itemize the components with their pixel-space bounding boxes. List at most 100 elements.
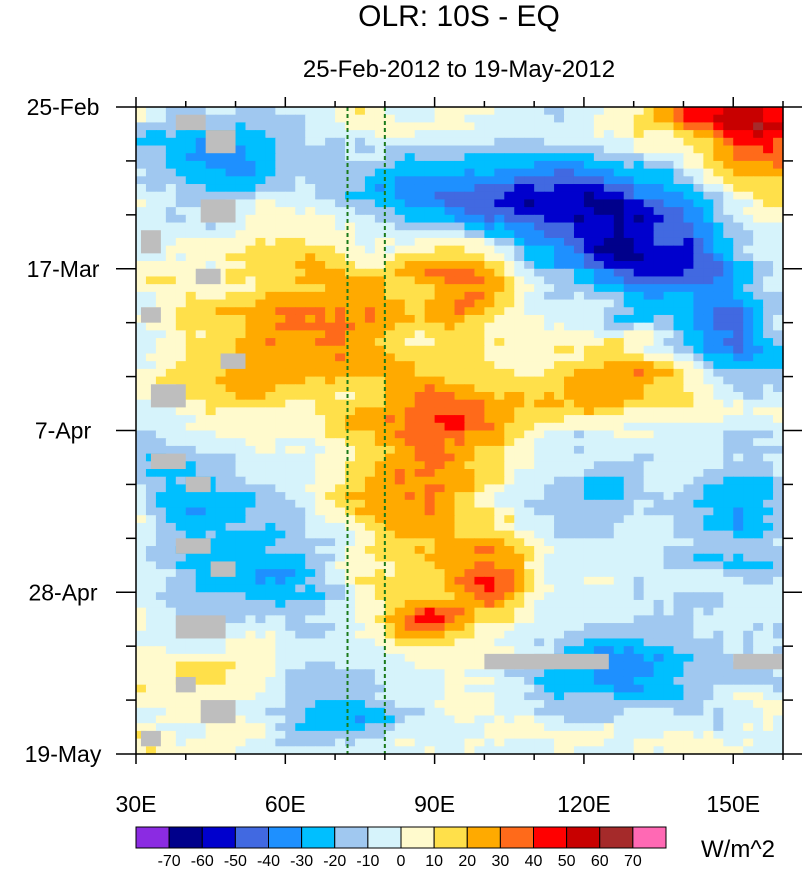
heatmap-cell: [643, 646, 655, 655]
heatmap-cell: [335, 538, 346, 547]
heatmap-cell: [136, 330, 147, 339]
heatmap-cell: [573, 222, 585, 231]
heatmap-cell: [155, 338, 167, 347]
heatmap-cell: [165, 492, 177, 501]
heatmap-cell: [145, 415, 157, 424]
heatmap-cell: [325, 176, 336, 185]
heatmap-cell: [554, 338, 565, 347]
heatmap-cell: [345, 692, 356, 701]
heatmap-cell: [325, 322, 336, 331]
heatmap-cell: [394, 692, 406, 701]
heatmap-cell: [653, 222, 665, 231]
heatmap-cell: [723, 546, 734, 555]
heatmap-cell: [285, 137, 296, 147]
heatmap-cell: [434, 284, 446, 293]
heatmap-cell: [474, 399, 485, 408]
heatmap-cell: [285, 376, 296, 385]
heatmap-cell: [315, 361, 326, 370]
heatmap-cell: [623, 638, 635, 647]
heatmap-cell: [564, 160, 575, 170]
heatmap-cell: [494, 107, 505, 116]
heatmap-cell: [733, 546, 744, 555]
heatmap-cell: [573, 692, 585, 701]
heatmap-cell: [554, 284, 565, 293]
heatmap-cell: [325, 230, 336, 239]
heatmap-cell: [713, 538, 724, 547]
heatmap-cell: [364, 284, 376, 293]
heatmap-cell: [175, 284, 187, 293]
heatmap-cell: [534, 284, 545, 293]
heatmap-cell: [424, 207, 436, 216]
heatmap-cell: [315, 630, 326, 640]
heatmap-cell: [484, 399, 495, 408]
heatmap-cell: [534, 630, 545, 640]
heatmap-cell: [275, 607, 286, 616]
heatmap-cell: [265, 276, 276, 285]
heatmap-cell: [663, 184, 675, 193]
heatmap-cell: [554, 345, 565, 355]
heatmap-cell: [683, 669, 695, 678]
heatmap-cell: [235, 499, 247, 509]
heatmap-cell: [225, 122, 237, 131]
heatmap-cell: [275, 345, 286, 355]
heatmap-cell: [315, 676, 326, 686]
heatmap-cell: [205, 299, 217, 308]
heatmap-cell: [673, 469, 685, 478]
heatmap-cell: [424, 137, 436, 147]
heatmap-cell: [245, 669, 257, 678]
heatmap-cell: [623, 191, 635, 201]
heatmap-cell: [215, 653, 227, 663]
heatmap-cell: [514, 669, 525, 678]
heatmap-cell: [315, 130, 326, 139]
heatmap-cell: [514, 222, 525, 231]
heatmap-cell: [404, 145, 416, 154]
heatmap-cell: [673, 422, 685, 432]
heatmap-cell: [753, 445, 764, 455]
heatmap-cell: [305, 453, 316, 462]
heatmap-cell: [564, 592, 575, 601]
heatmap-cell: [364, 245, 376, 254]
heatmap-cell: [225, 307, 237, 316]
heatmap-cell: [335, 384, 346, 393]
heatmap-cell: [683, 168, 695, 177]
heatmap-cell: [364, 353, 376, 362]
heatmap-cell: [335, 199, 346, 208]
heatmap-cell: [185, 107, 197, 116]
heatmap-cell: [683, 530, 695, 539]
heatmap-cell: [494, 461, 505, 470]
heatmap-cell: [514, 384, 525, 393]
heatmap-cell: [534, 261, 545, 270]
heatmap-cell: [235, 607, 247, 616]
heatmap-cell: [693, 415, 704, 424]
heatmap-cell: [653, 245, 665, 254]
heatmap-cell: [444, 368, 456, 378]
heatmap-cell: [424, 330, 436, 339]
heatmap-cell: [145, 623, 157, 632]
heatmap-cell: [345, 507, 356, 516]
heatmap-cell: [743, 576, 754, 586]
heatmap-cell: [136, 623, 147, 632]
heatmap-cell: [484, 391, 495, 401]
heatmap-cell: [643, 261, 655, 270]
heatmap-cell: [524, 353, 535, 362]
heatmap-cell: [683, 207, 695, 216]
heatmap-cell: [155, 576, 167, 586]
heatmap-cell: [673, 476, 685, 486]
heatmap-cell: [564, 461, 575, 470]
heatmap-cell: [653, 191, 665, 201]
heatmap-cell: [703, 191, 714, 201]
heatmap-cell: [424, 253, 436, 262]
heatmap-cell: [215, 191, 227, 201]
heatmap-cell: [534, 330, 545, 339]
heatmap-cell: [514, 599, 525, 609]
heatmap-cell: [623, 646, 635, 655]
heatmap-cell: [205, 191, 217, 201]
heatmap-cell: [374, 107, 386, 116]
heatmap-cell: [315, 184, 326, 193]
heatmap-cell: [494, 599, 505, 609]
heatmap-cell: [295, 245, 306, 254]
heatmap-cell: [434, 576, 446, 586]
heatmap-cell: [524, 214, 535, 224]
heatmap-cell: [295, 438, 306, 447]
heatmap-cell: [255, 669, 266, 678]
